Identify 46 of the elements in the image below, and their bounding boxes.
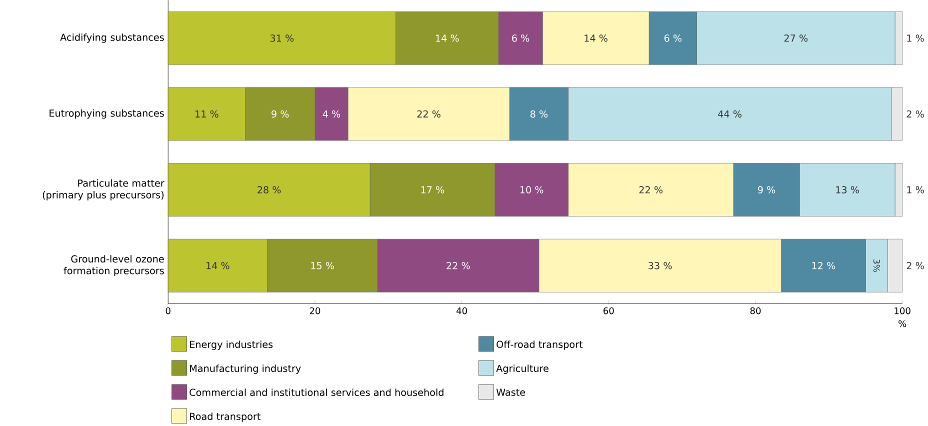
data-label: 3% (873, 260, 880, 272)
y-tick-label: Particulate matter (primary plus precursors) (42, 179, 164, 200)
data-label: 13 % (836, 186, 859, 194)
x-tick-label: 100 (894, 307, 910, 314)
data-label: 1 % (907, 34, 924, 42)
legend-label: Agriculture (496, 364, 548, 374)
data-label: 11 % (196, 110, 218, 118)
x-tick-label: 20 (310, 307, 320, 314)
legend-label: Road transport (190, 412, 260, 422)
data-label: 17 % (421, 186, 444, 194)
data-label: 2 % (906, 262, 924, 270)
x-axis-title: % (898, 320, 906, 328)
data-label: 6 % (664, 34, 682, 42)
data-label: 31 % (270, 34, 294, 42)
data-label: 10 % (520, 186, 544, 194)
y-tick-label: Eutrophying substances (50, 109, 164, 119)
data-label: 9 % (758, 186, 776, 194)
data-label: 15 % (311, 262, 334, 270)
data-label: 14 % (584, 34, 608, 42)
legend-label: Waste (496, 388, 526, 396)
data-label: 8 % (530, 110, 548, 118)
data-label: 9 % (272, 110, 289, 118)
x-tick-label: 80 (750, 307, 761, 314)
data-label: 6 % (512, 34, 530, 42)
data-label: 22 % (639, 186, 663, 194)
data-label: 2 % (906, 110, 924, 118)
y-tick-label: Ground-level ozone formation precursors (64, 255, 164, 276)
data-label: 1 % (907, 186, 924, 194)
data-label: 28 % (258, 186, 281, 194)
legend-label: Off-road transport (496, 340, 583, 350)
data-label: 22 % (446, 262, 470, 270)
data-label: 44 % (718, 110, 742, 118)
legend-label: Manufacturing industry (190, 364, 301, 374)
data-label: 14 % (206, 262, 230, 270)
data-label: 4 % (322, 110, 340, 118)
y-tick-label: Acidifying substances (60, 34, 164, 43)
data-label: 14 % (436, 34, 459, 42)
legend-label: Commercial and institutional services and household (190, 388, 444, 396)
data-label: 33 % (648, 262, 672, 270)
x-tick-label: 60 (604, 307, 614, 314)
legend-label: Energy industries (190, 340, 273, 350)
data-label: 22 % (417, 110, 440, 118)
x-tick-label: 40 (456, 307, 467, 314)
data-label: 27 % (784, 34, 808, 42)
x-tick-label: 0 (166, 307, 170, 314)
data-label: 12 % (812, 262, 836, 270)
